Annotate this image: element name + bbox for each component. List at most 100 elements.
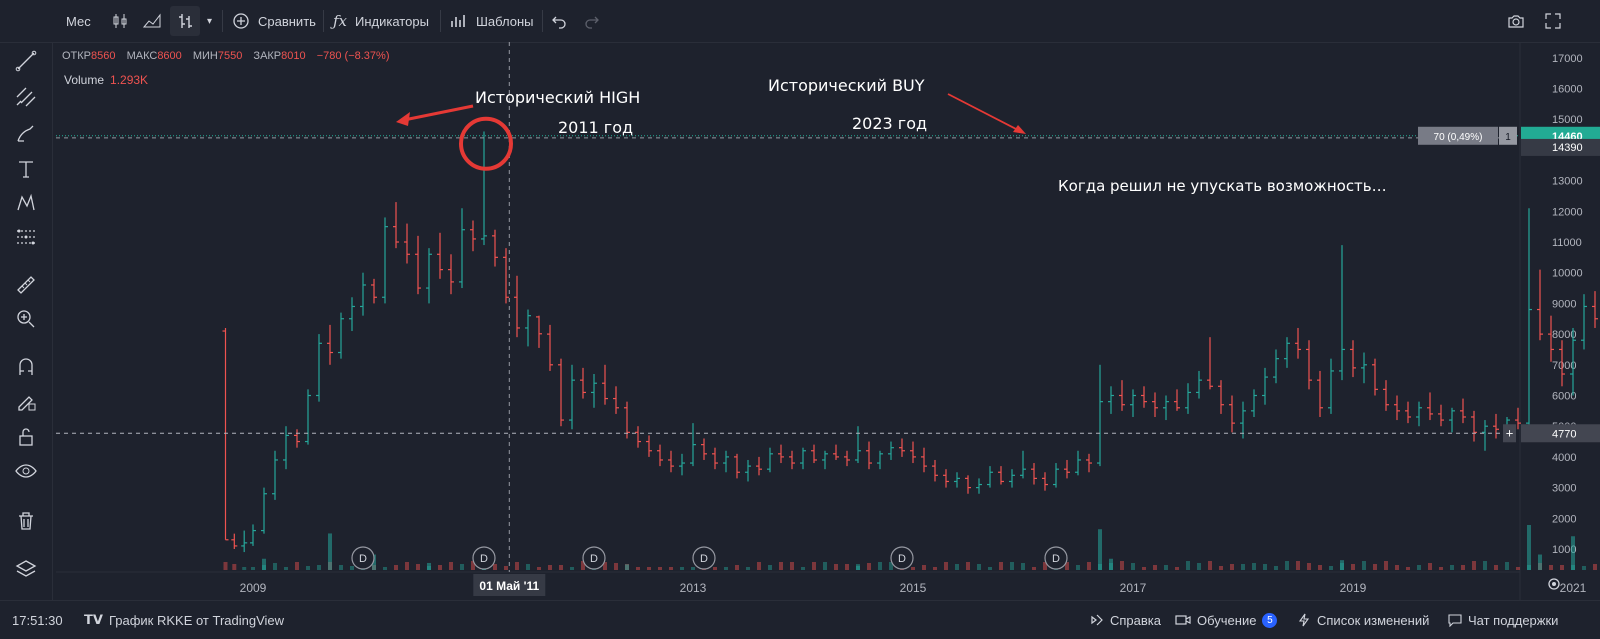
volume-bar (977, 564, 981, 570)
volume-bar (647, 567, 651, 570)
volume-bar (779, 562, 783, 570)
text-tool-icon[interactable] (13, 156, 39, 182)
interval-button[interactable]: Мес (66, 13, 91, 29)
magnet-icon[interactable] (13, 354, 39, 380)
volume-bar (405, 562, 409, 570)
volume-bar (1285, 561, 1289, 570)
help-label: Справка (1110, 612, 1161, 628)
volume-bar (625, 564, 629, 570)
volume-bar (1538, 554, 1542, 570)
volume-bar (559, 565, 563, 570)
help-link[interactable]: Справка (1090, 601, 1161, 639)
dividend-marker-label: D (590, 553, 598, 565)
fx-icon: ƒx (333, 12, 348, 30)
volume-bar (1109, 558, 1113, 570)
chevron-down-icon[interactable]: ▾ (207, 15, 213, 27)
annotation-circle (459, 116, 513, 171)
volume-bar (1505, 562, 1509, 570)
volume-bar (1296, 561, 1300, 570)
clock[interactable]: 17:51:30 (12, 612, 63, 628)
add-price-button[interactable] (1503, 424, 1516, 443)
redo-icon[interactable] (584, 0, 600, 42)
brush-tool-icon[interactable] (13, 120, 39, 146)
open-label: ОТКР (62, 50, 92, 62)
volume-bar (790, 562, 794, 570)
annotation-arrow-high (403, 104, 474, 122)
undo-icon[interactable] (551, 0, 567, 42)
price-chart[interactable]: 1700016000150001400013000120001100010000… (56, 42, 1600, 600)
trash-icon[interactable] (13, 508, 39, 534)
high-value: 8600 (157, 50, 182, 62)
changelog-link[interactable]: Список изменений (1297, 601, 1429, 639)
volume-bar (603, 562, 607, 570)
volume-bar (1076, 565, 1080, 570)
volume-bar (669, 567, 673, 570)
annotation-high-title[interactable]: Исторический HIGH (475, 88, 641, 107)
time-axis-label: 2013 (680, 581, 707, 595)
zoom-in-icon[interactable] (13, 306, 39, 332)
templates-icon (451, 15, 465, 27)
volume-bar (1043, 562, 1047, 570)
volume-bar (999, 562, 1003, 570)
price-axis-label: 8000 (1552, 329, 1576, 341)
price-axis-label: 16000 (1552, 84, 1583, 96)
fullscreen-icon[interactable] (1544, 0, 1562, 42)
candles-icon[interactable] (110, 0, 130, 42)
dividend-marker (890, 546, 914, 570)
volume-bar (812, 562, 816, 570)
unlock-icon[interactable] (13, 424, 39, 450)
area-chart-icon[interactable] (142, 0, 162, 42)
change-value: −780 (−8.37%) (316, 50, 390, 62)
volume-bar (339, 565, 343, 570)
eye-icon[interactable] (13, 458, 39, 484)
volume-bar (1417, 565, 1421, 570)
changelog-label: Список изменений (1317, 612, 1430, 628)
brand-link[interactable]: 𝗧𝗩 График RKKE от TradingView (84, 601, 284, 639)
volume-bar (515, 562, 519, 570)
fib-tool-icon[interactable] (13, 84, 39, 110)
price-axis-label: 13000 (1552, 176, 1583, 188)
camera-icon[interactable] (1507, 0, 1525, 42)
indicators-button[interactable]: ƒx Индикаторы (333, 0, 429, 42)
support-link[interactable]: Чат поддержки (1448, 601, 1558, 639)
volume-bar (1164, 565, 1168, 570)
pattern-tool-icon[interactable] (13, 190, 39, 216)
volume-bar (856, 565, 860, 570)
prediction-tool-icon[interactable] (13, 224, 39, 250)
volume-bar (1219, 566, 1223, 570)
plus-circle-icon (233, 13, 249, 29)
volume-bar (1065, 562, 1069, 570)
lock-drawings-icon[interactable] (13, 388, 39, 414)
settings-icon[interactable] (1548, 578, 1560, 590)
templates-button[interactable]: Шаблоны (450, 0, 534, 42)
dividend-marker (351, 546, 375, 570)
crosshair-price-tag (1521, 138, 1600, 156)
price-axis-label: 12000 (1552, 206, 1583, 218)
ruler-tool-icon[interactable] (13, 272, 39, 298)
volume-bar (1318, 565, 1322, 570)
volume-bar (1153, 565, 1157, 570)
volume-bar (251, 567, 255, 570)
learning-link[interactable]: Обучение 5 (1175, 601, 1278, 639)
volume-bar (570, 567, 574, 570)
crosshair-time-label: 01 Май '11 (479, 579, 539, 593)
time-axis-label: 2017 (1120, 581, 1147, 595)
bars-chart-icon[interactable] (170, 6, 200, 36)
trend-line-tool-icon[interactable] (13, 48, 39, 74)
volume-bar (372, 554, 376, 570)
object-tree-icon[interactable] (13, 556, 39, 582)
price-axis-label: 6000 (1552, 391, 1576, 403)
dividend-marker (1044, 546, 1068, 570)
annotation-caption[interactable]: Когда решил не упускать возможность… (1058, 177, 1387, 195)
compare-button[interactable]: Сравнить (232, 0, 316, 42)
annotation-buy-year[interactable]: 2023 год (852, 114, 928, 133)
annotation-high-year[interactable]: 2011 год (558, 118, 634, 137)
volume-bar (383, 567, 387, 570)
annotation-arrow-head-high (396, 112, 410, 126)
volume-bar (1208, 561, 1212, 570)
annotation-buy-title[interactable]: Исторический BUY (768, 76, 925, 95)
volume-bar (1582, 566, 1586, 570)
volume-bar (317, 565, 321, 570)
high-label: МАКС (126, 50, 158, 62)
volume-bar (713, 567, 717, 570)
